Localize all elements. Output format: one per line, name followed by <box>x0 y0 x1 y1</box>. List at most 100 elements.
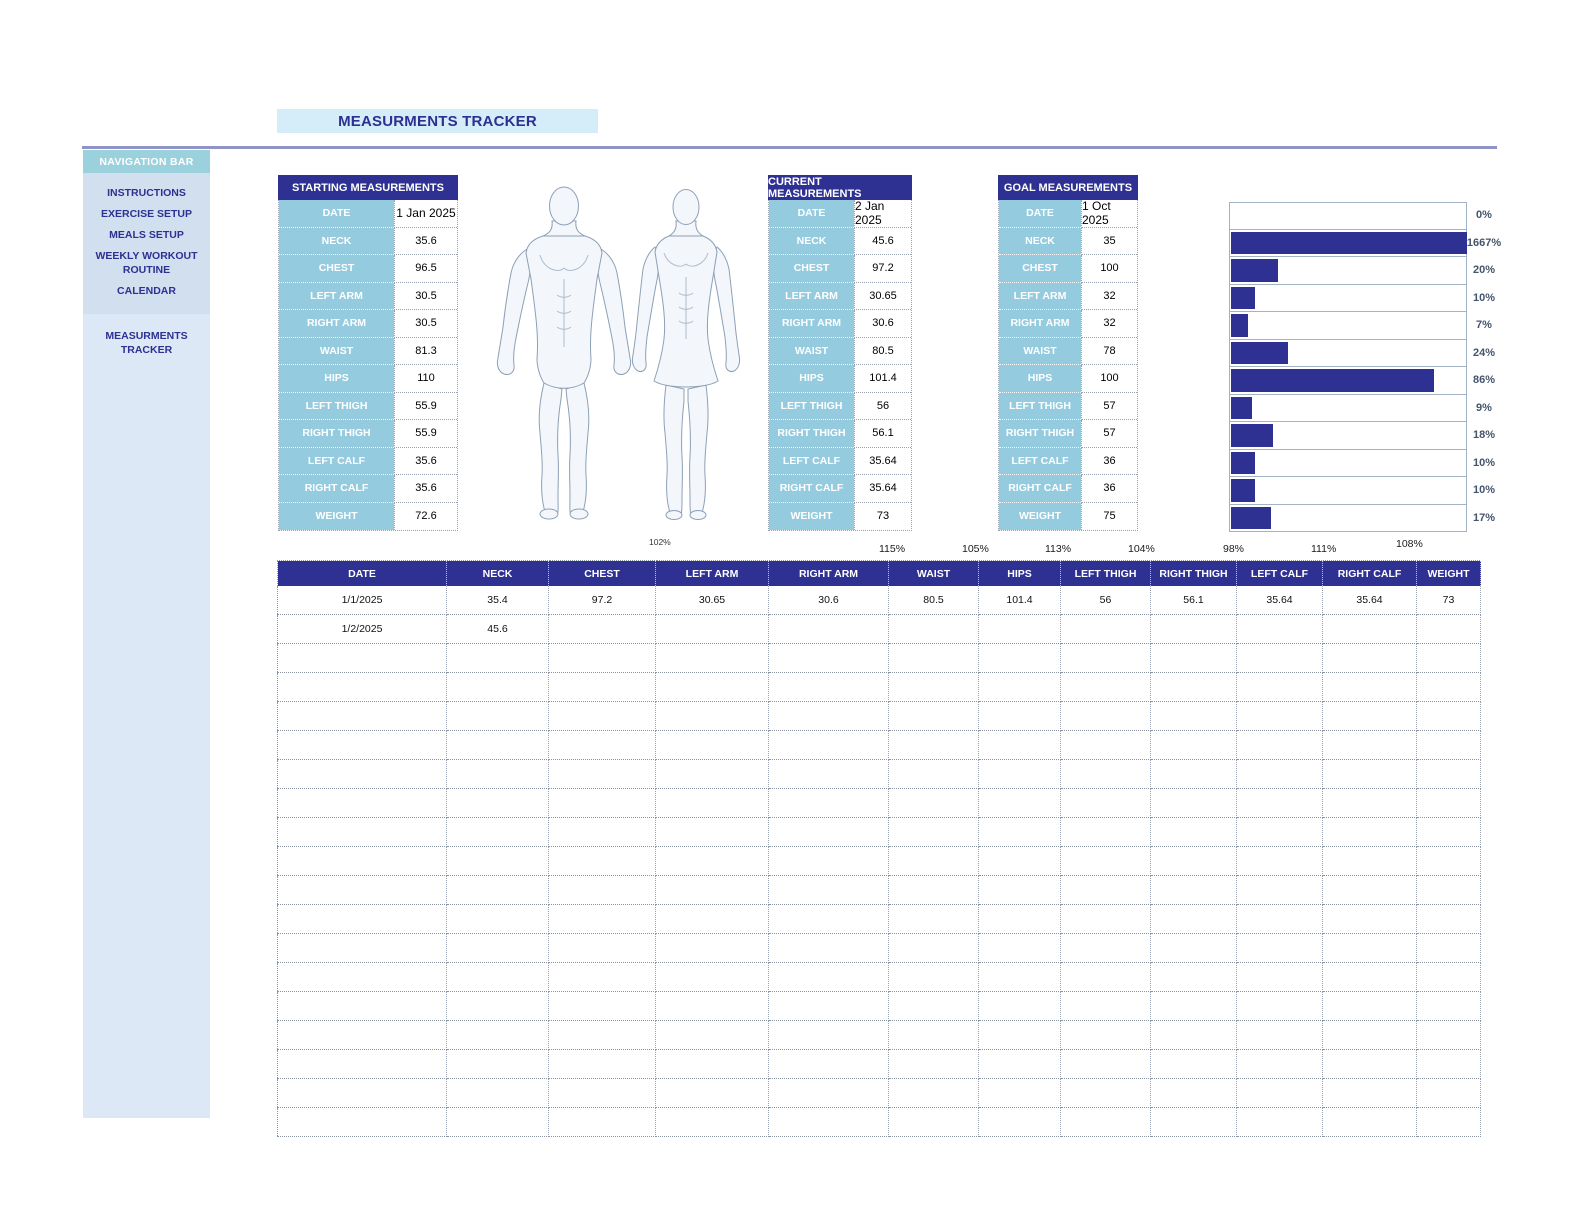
log-cell[interactable] <box>548 962 656 992</box>
measurement-value-cell[interactable]: 55.9 <box>394 420 457 448</box>
measurement-value-cell[interactable]: 35.6 <box>394 447 457 475</box>
log-cell[interactable] <box>446 962 549 992</box>
log-cell[interactable] <box>768 730 889 760</box>
measurement-value-cell[interactable]: 32 <box>1081 282 1137 310</box>
log-cell[interactable] <box>978 788 1061 818</box>
log-cell[interactable] <box>1236 730 1323 760</box>
log-cell[interactable] <box>548 759 656 789</box>
log-cell[interactable] <box>1236 759 1323 789</box>
log-cell[interactable] <box>1150 817 1237 847</box>
log-cell[interactable] <box>1416 933 1481 963</box>
log-cell[interactable] <box>1150 991 1237 1021</box>
log-cell[interactable]: 1/2/2025 <box>277 614 447 644</box>
log-cell[interactable] <box>888 933 979 963</box>
log-cell[interactable] <box>1322 933 1417 963</box>
log-cell[interactable] <box>548 1078 656 1108</box>
log-cell[interactable] <box>655 904 769 934</box>
measurement-value-cell[interactable]: 96.5 <box>394 255 457 283</box>
log-cell[interactable] <box>548 904 656 934</box>
measurement-value-cell[interactable]: 80.5 <box>854 337 911 365</box>
measurement-value-cell[interactable]: 72.6 <box>394 502 457 530</box>
log-cell[interactable] <box>1322 904 1417 934</box>
log-cell[interactable] <box>1322 875 1417 905</box>
log-cell[interactable]: 101.4 <box>978 586 1061 615</box>
log-cell[interactable] <box>978 759 1061 789</box>
measurement-value-cell[interactable]: 35.6 <box>394 227 457 255</box>
log-cell[interactable] <box>1236 817 1323 847</box>
log-cell[interactable] <box>888 672 979 702</box>
measurement-value-cell[interactable]: 30.5 <box>394 282 457 310</box>
log-cell[interactable] <box>655 846 769 876</box>
log-cell[interactable] <box>1322 1049 1417 1079</box>
log-cell[interactable] <box>655 1078 769 1108</box>
log-cell[interactable] <box>1150 1107 1237 1137</box>
log-cell[interactable] <box>1322 788 1417 818</box>
log-cell[interactable] <box>1322 643 1417 673</box>
measurement-value-cell[interactable]: 35 <box>1081 227 1137 255</box>
log-cell[interactable] <box>655 643 769 673</box>
measurement-value-cell[interactable]: 1 Jan 2025 <box>394 200 457 228</box>
log-cell[interactable] <box>655 788 769 818</box>
log-cell[interactable] <box>1150 1020 1237 1050</box>
log-cell[interactable] <box>548 991 656 1021</box>
log-cell[interactable]: 45.6 <box>446 614 549 644</box>
measurement-value-cell[interactable]: 101.4 <box>854 365 911 393</box>
log-cell[interactable] <box>1150 643 1237 673</box>
measurement-value-cell[interactable]: 100 <box>1081 365 1137 393</box>
log-cell[interactable] <box>1416 614 1481 644</box>
log-cell[interactable] <box>277 643 447 673</box>
log-cell[interactable] <box>548 672 656 702</box>
log-cell[interactable] <box>548 730 656 760</box>
log-cell[interactable] <box>548 817 656 847</box>
log-cell[interactable] <box>1060 614 1151 644</box>
log-cell[interactable] <box>446 846 549 876</box>
measurement-value-cell[interactable]: 100 <box>1081 255 1137 283</box>
measurement-value-cell[interactable]: 81.3 <box>394 337 457 365</box>
log-cell[interactable] <box>277 875 447 905</box>
log-cell[interactable] <box>655 875 769 905</box>
log-cell[interactable] <box>1150 759 1237 789</box>
log-cell[interactable] <box>1236 846 1323 876</box>
log-cell[interactable] <box>1060 933 1151 963</box>
log-cell[interactable] <box>768 846 889 876</box>
log-cell[interactable] <box>1416 672 1481 702</box>
log-cell[interactable] <box>888 817 979 847</box>
log-cell[interactable] <box>1060 1049 1151 1079</box>
log-cell[interactable] <box>1060 759 1151 789</box>
log-cell[interactable] <box>1236 875 1323 905</box>
log-cell[interactable] <box>768 788 889 818</box>
measurement-value-cell[interactable]: 36 <box>1081 475 1137 503</box>
log-cell[interactable] <box>446 1020 549 1050</box>
sidebar-item-weekly-workout-routine[interactable]: WEEKLY WORKOUT ROUTINE <box>95 250 198 276</box>
log-cell[interactable] <box>1236 614 1323 644</box>
log-cell[interactable] <box>768 672 889 702</box>
log-cell[interactable] <box>1322 991 1417 1021</box>
log-cell[interactable]: 30.6 <box>768 586 889 615</box>
log-cell[interactable] <box>768 817 889 847</box>
log-cell[interactable] <box>655 933 769 963</box>
log-cell[interactable] <box>1322 817 1417 847</box>
log-cell[interactable] <box>888 1049 979 1079</box>
log-cell[interactable] <box>655 1020 769 1050</box>
log-cell[interactable] <box>888 701 979 731</box>
log-cell[interactable] <box>888 759 979 789</box>
log-cell[interactable] <box>1150 730 1237 760</box>
log-cell[interactable] <box>978 962 1061 992</box>
log-cell[interactable] <box>1416 846 1481 876</box>
log-cell[interactable] <box>1236 933 1323 963</box>
log-cell[interactable] <box>1236 1020 1323 1050</box>
log-cell[interactable] <box>888 904 979 934</box>
log-cell[interactable] <box>446 1107 549 1137</box>
log-cell[interactable] <box>1416 817 1481 847</box>
log-cell[interactable] <box>446 1078 549 1108</box>
log-cell[interactable] <box>1150 614 1237 644</box>
log-cell[interactable] <box>1322 759 1417 789</box>
log-cell[interactable] <box>1322 672 1417 702</box>
log-cell[interactable] <box>446 875 549 905</box>
log-cell[interactable] <box>978 614 1061 644</box>
log-cell[interactable] <box>277 701 447 731</box>
log-cell[interactable] <box>1060 962 1151 992</box>
log-cell[interactable] <box>1236 672 1323 702</box>
log-cell[interactable] <box>1060 904 1151 934</box>
measurement-value-cell[interactable]: 73 <box>854 502 911 530</box>
